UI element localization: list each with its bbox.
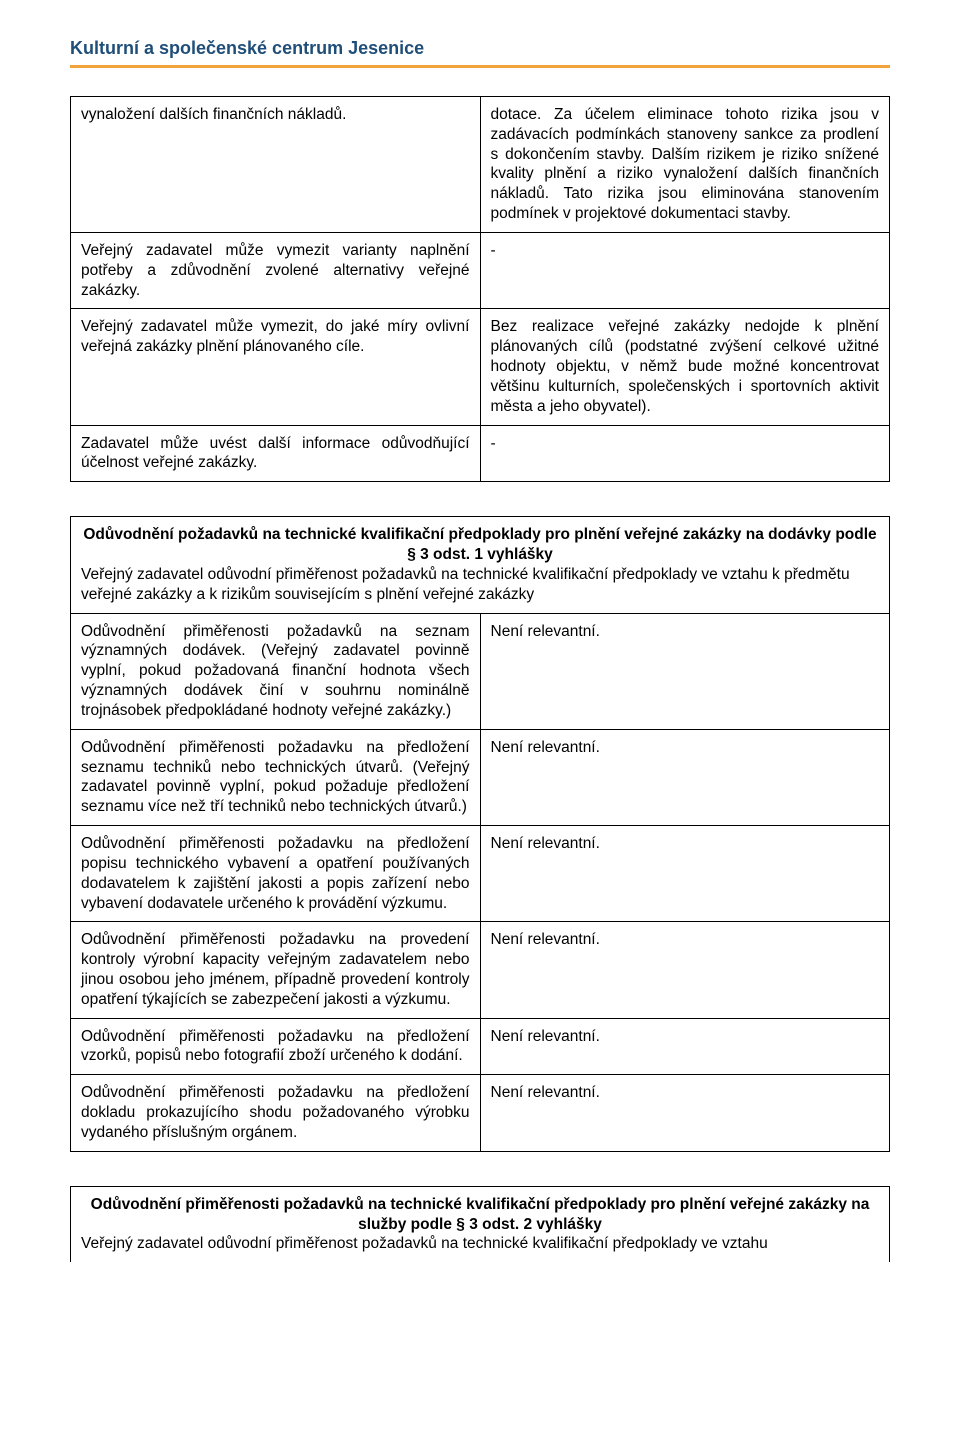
section-heading: Odůvodnění přiměřenosti požadavků na tec… [81, 1195, 879, 1235]
cell-right: - [480, 232, 890, 308]
cell-right: Není relevantní. [480, 613, 890, 729]
cell-right: Není relevantní. [480, 729, 890, 825]
table-heading-row: Odůvodnění požadavků na technické kvalif… [71, 517, 890, 613]
table-row: vynaložení dalších finančních nákladů. d… [71, 97, 890, 233]
table-1: vynaložení dalších finančních nákladů. d… [70, 96, 890, 482]
cell-left: vynaložení dalších finančních nákladů. [71, 97, 481, 233]
cell-right: Není relevantní. [480, 1075, 890, 1151]
table-row: Odůvodnění přiměřenosti požadavku na pře… [71, 1075, 890, 1151]
cell-right: Není relevantní. [480, 826, 890, 922]
page-title: Kulturní a společenské centrum Jesenice [70, 38, 890, 59]
cell-left: Odůvodnění přiměřenosti požadavků na sez… [71, 613, 481, 729]
section-heading: Odůvodnění požadavků na technické kvalif… [81, 525, 879, 565]
cell-right: Není relevantní. [480, 922, 890, 1018]
cell-right: dotace. Za účelem eliminace tohoto rizik… [480, 97, 890, 233]
cell-left: Zadavatel může uvést další informace odů… [71, 425, 481, 482]
cell-left: Veřejný zadavatel může vymezit varianty … [71, 232, 481, 308]
cell-left: Odůvodnění přiměřenosti požadavku na pře… [71, 1018, 481, 1075]
section-subheading: Veřejný zadavatel odůvodní přiměřenost p… [81, 565, 879, 605]
section-header-cell: Odůvodnění přiměřenosti požadavků na tec… [71, 1186, 890, 1262]
table-3: Odůvodnění přiměřenosti požadavků na tec… [70, 1186, 890, 1262]
cell-right: Bez realizace veřejné zakázky nedojde k … [480, 309, 890, 425]
page-container: Kulturní a společenské centrum Jesenice … [0, 0, 960, 1312]
table-row: Odůvodnění přiměřenosti požadavku na pře… [71, 826, 890, 922]
cell-left: Odůvodnění přiměřenosti požadavku na pře… [71, 729, 481, 825]
cell-left: Veřejný zadavatel může vymezit, do jaké … [71, 309, 481, 425]
cell-left: Odůvodnění přiměřenosti požadavku na pře… [71, 826, 481, 922]
table-row: Zadavatel může uvést další informace odů… [71, 425, 890, 482]
table-heading-row: Odůvodnění přiměřenosti požadavků na tec… [71, 1186, 890, 1262]
table-row: Veřejný zadavatel může vymezit, do jaké … [71, 309, 890, 425]
cell-right: Není relevantní. [480, 1018, 890, 1075]
section-subheading: Veřejný zadavatel odůvodní přiměřenost p… [81, 1234, 879, 1254]
cell-left: Odůvodnění přiměřenosti požadavku na pře… [71, 1075, 481, 1151]
table-row: Odůvodnění přiměřenosti požadavku na pře… [71, 729, 890, 825]
table-row: Odůvodnění přiměřenosti požadavku na pro… [71, 922, 890, 1018]
header-divider [70, 65, 890, 68]
cell-right: - [480, 425, 890, 482]
table-row: Veřejný zadavatel může vymezit varianty … [71, 232, 890, 308]
table-row: Odůvodnění přiměřenosti požadavků na sez… [71, 613, 890, 729]
table-2: Odůvodnění požadavků na technické kvalif… [70, 516, 890, 1152]
section-header-cell: Odůvodnění požadavků na technické kvalif… [71, 517, 890, 613]
table-row: Odůvodnění přiměřenosti požadavku na pře… [71, 1018, 890, 1075]
cell-left: Odůvodnění přiměřenosti požadavku na pro… [71, 922, 481, 1018]
